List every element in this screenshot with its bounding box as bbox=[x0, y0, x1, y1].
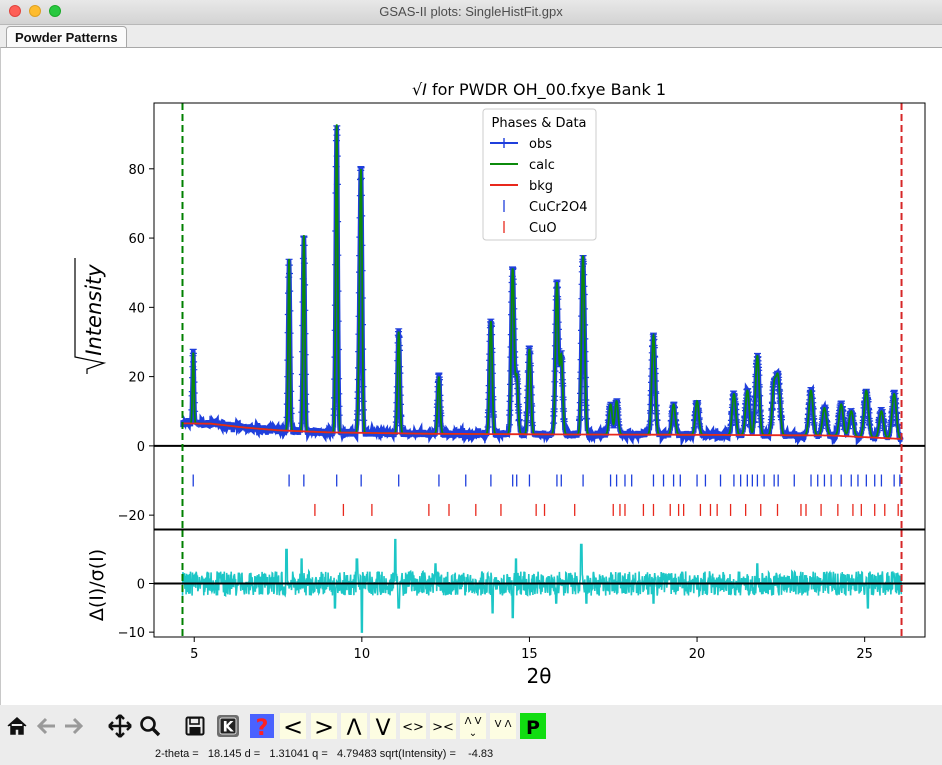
y-tick-label-main: 80 bbox=[128, 163, 145, 178]
diff-plot-data bbox=[154, 538, 925, 633]
x-axis-label: 2θ bbox=[527, 664, 552, 688]
close-window-button[interactable] bbox=[9, 5, 21, 17]
shift-down-label: V bbox=[375, 716, 390, 739]
legend-label-bkg: bkg bbox=[529, 179, 553, 194]
shift-right-icon[interactable]: > bbox=[311, 713, 337, 739]
y-tick-label-main: −20 bbox=[118, 509, 145, 524]
cursor-readout: 2-theta = 18.145 d = 1.31041 q = 4.79483… bbox=[155, 748, 494, 760]
window-title: GSAS-II plots: SingleHistFit.gpx bbox=[379, 4, 563, 19]
y-axis-label-diff: Δ(I)/σ(I) bbox=[86, 549, 108, 621]
key-icon[interactable]: K bbox=[215, 713, 241, 739]
y-tick-label-diff: 0 bbox=[137, 578, 145, 593]
y-axis-label-main: Intensity bbox=[74, 258, 107, 374]
zoom-icon[interactable] bbox=[138, 713, 162, 739]
legend-label-calc: calc bbox=[529, 158, 555, 173]
contract-y-icon[interactable]: V Λ bbox=[490, 713, 516, 739]
contract-x-label: >< bbox=[432, 720, 454, 735]
contract-x-icon[interactable]: >< bbox=[430, 713, 456, 739]
y-tick-label-diff: −10 bbox=[118, 626, 145, 641]
difference-series bbox=[181, 538, 903, 633]
legend-box bbox=[482, 108, 597, 241]
expand-y-label: Λ V bbox=[465, 716, 482, 727]
forward-icon[interactable] bbox=[62, 713, 86, 739]
x-tick-label: 10 bbox=[354, 647, 371, 662]
y-tick-label-main: 20 bbox=[128, 371, 145, 386]
shift-up-label: Λ bbox=[346, 716, 361, 739]
plot-toolbar: K ? < > Λ V <> >< Λ V ⌄ V Λ P bbox=[0, 706, 942, 746]
legend-marker-obs bbox=[499, 138, 509, 148]
publish-label: P bbox=[526, 717, 540, 739]
pan-icon[interactable] bbox=[107, 713, 133, 739]
chart-title: √I for PWDR OH_00.fxye Bank 1 bbox=[412, 80, 666, 100]
chart-legend: Phases & Data obs calc bkg CuCr2O4 CuO bbox=[482, 108, 597, 241]
plot-area[interactable]: √I for PWDR OH_00.fxye Bank 1 Intensity … bbox=[0, 47, 942, 705]
window-titlebar: GSAS-II plots: SingleHistFit.gpx bbox=[0, 0, 942, 25]
x-tick-label: 5 bbox=[190, 647, 198, 662]
legend-label-cucr2o4: CuCr2O4 bbox=[529, 200, 588, 215]
contract-y-label: V Λ bbox=[495, 719, 512, 730]
chart-axes: 5 10 15 20 25 −20 0 20 40 60 80 −10 0 bbox=[118, 102, 926, 662]
bkg-series bbox=[182, 422, 900, 440]
home-icon[interactable] bbox=[5, 713, 29, 739]
minimize-window-button[interactable] bbox=[29, 5, 41, 17]
expand-x-icon[interactable]: <> bbox=[400, 713, 426, 739]
tab-powder-patterns[interactable]: Powder Patterns bbox=[6, 26, 127, 48]
shift-left-label: < bbox=[283, 713, 303, 739]
status-bar: 2-theta = 18.145 d = 1.31041 q = 4.79483… bbox=[0, 746, 942, 765]
legend-label-obs: obs bbox=[529, 137, 552, 152]
tab-strip: Powder Patterns bbox=[0, 25, 942, 48]
shift-right-label: > bbox=[314, 713, 334, 739]
x-tick-label: 15 bbox=[521, 647, 538, 662]
shift-down-icon[interactable]: V bbox=[370, 713, 396, 739]
y-tick-label-main: 0 bbox=[137, 440, 145, 455]
help-icon-label: ? bbox=[256, 716, 269, 739]
publish-icon[interactable]: P bbox=[520, 713, 546, 739]
y-tick-label-main: 60 bbox=[128, 232, 145, 247]
legend-label-cuo: CuO bbox=[529, 221, 557, 236]
x-tick-label: 25 bbox=[856, 647, 873, 662]
x-tick-label: 20 bbox=[689, 647, 706, 662]
back-icon[interactable] bbox=[34, 713, 58, 739]
sqrt-radical bbox=[74, 258, 107, 374]
y-axis-label-main-text: Intensity bbox=[82, 264, 106, 356]
legend-title: Phases & Data bbox=[491, 116, 586, 131]
expand-y-icon[interactable]: Λ V ⌄ bbox=[460, 713, 486, 739]
main-plot-data bbox=[154, 124, 925, 516]
shift-up-icon[interactable]: Λ bbox=[341, 713, 367, 739]
shift-left-icon[interactable]: < bbox=[280, 713, 306, 739]
y-tick-label-main: 40 bbox=[128, 301, 145, 316]
zoom-window-button[interactable] bbox=[49, 5, 61, 17]
powder-pattern-chart[interactable]: √I for PWDR OH_00.fxye Bank 1 Intensity … bbox=[1, 48, 942, 705]
key-icon-label: K bbox=[223, 720, 235, 736]
chart-title-suffix: for PWDR OH_00.fxye Bank 1 bbox=[427, 80, 666, 100]
expand-x-label: <> bbox=[402, 720, 424, 735]
chart-title-prefix: √I bbox=[412, 80, 427, 99]
save-icon[interactable] bbox=[183, 713, 207, 739]
help-icon[interactable]: ? bbox=[249, 713, 275, 739]
svg-text:⌄: ⌄ bbox=[469, 728, 477, 739]
main-axes-frame bbox=[153, 102, 926, 530]
